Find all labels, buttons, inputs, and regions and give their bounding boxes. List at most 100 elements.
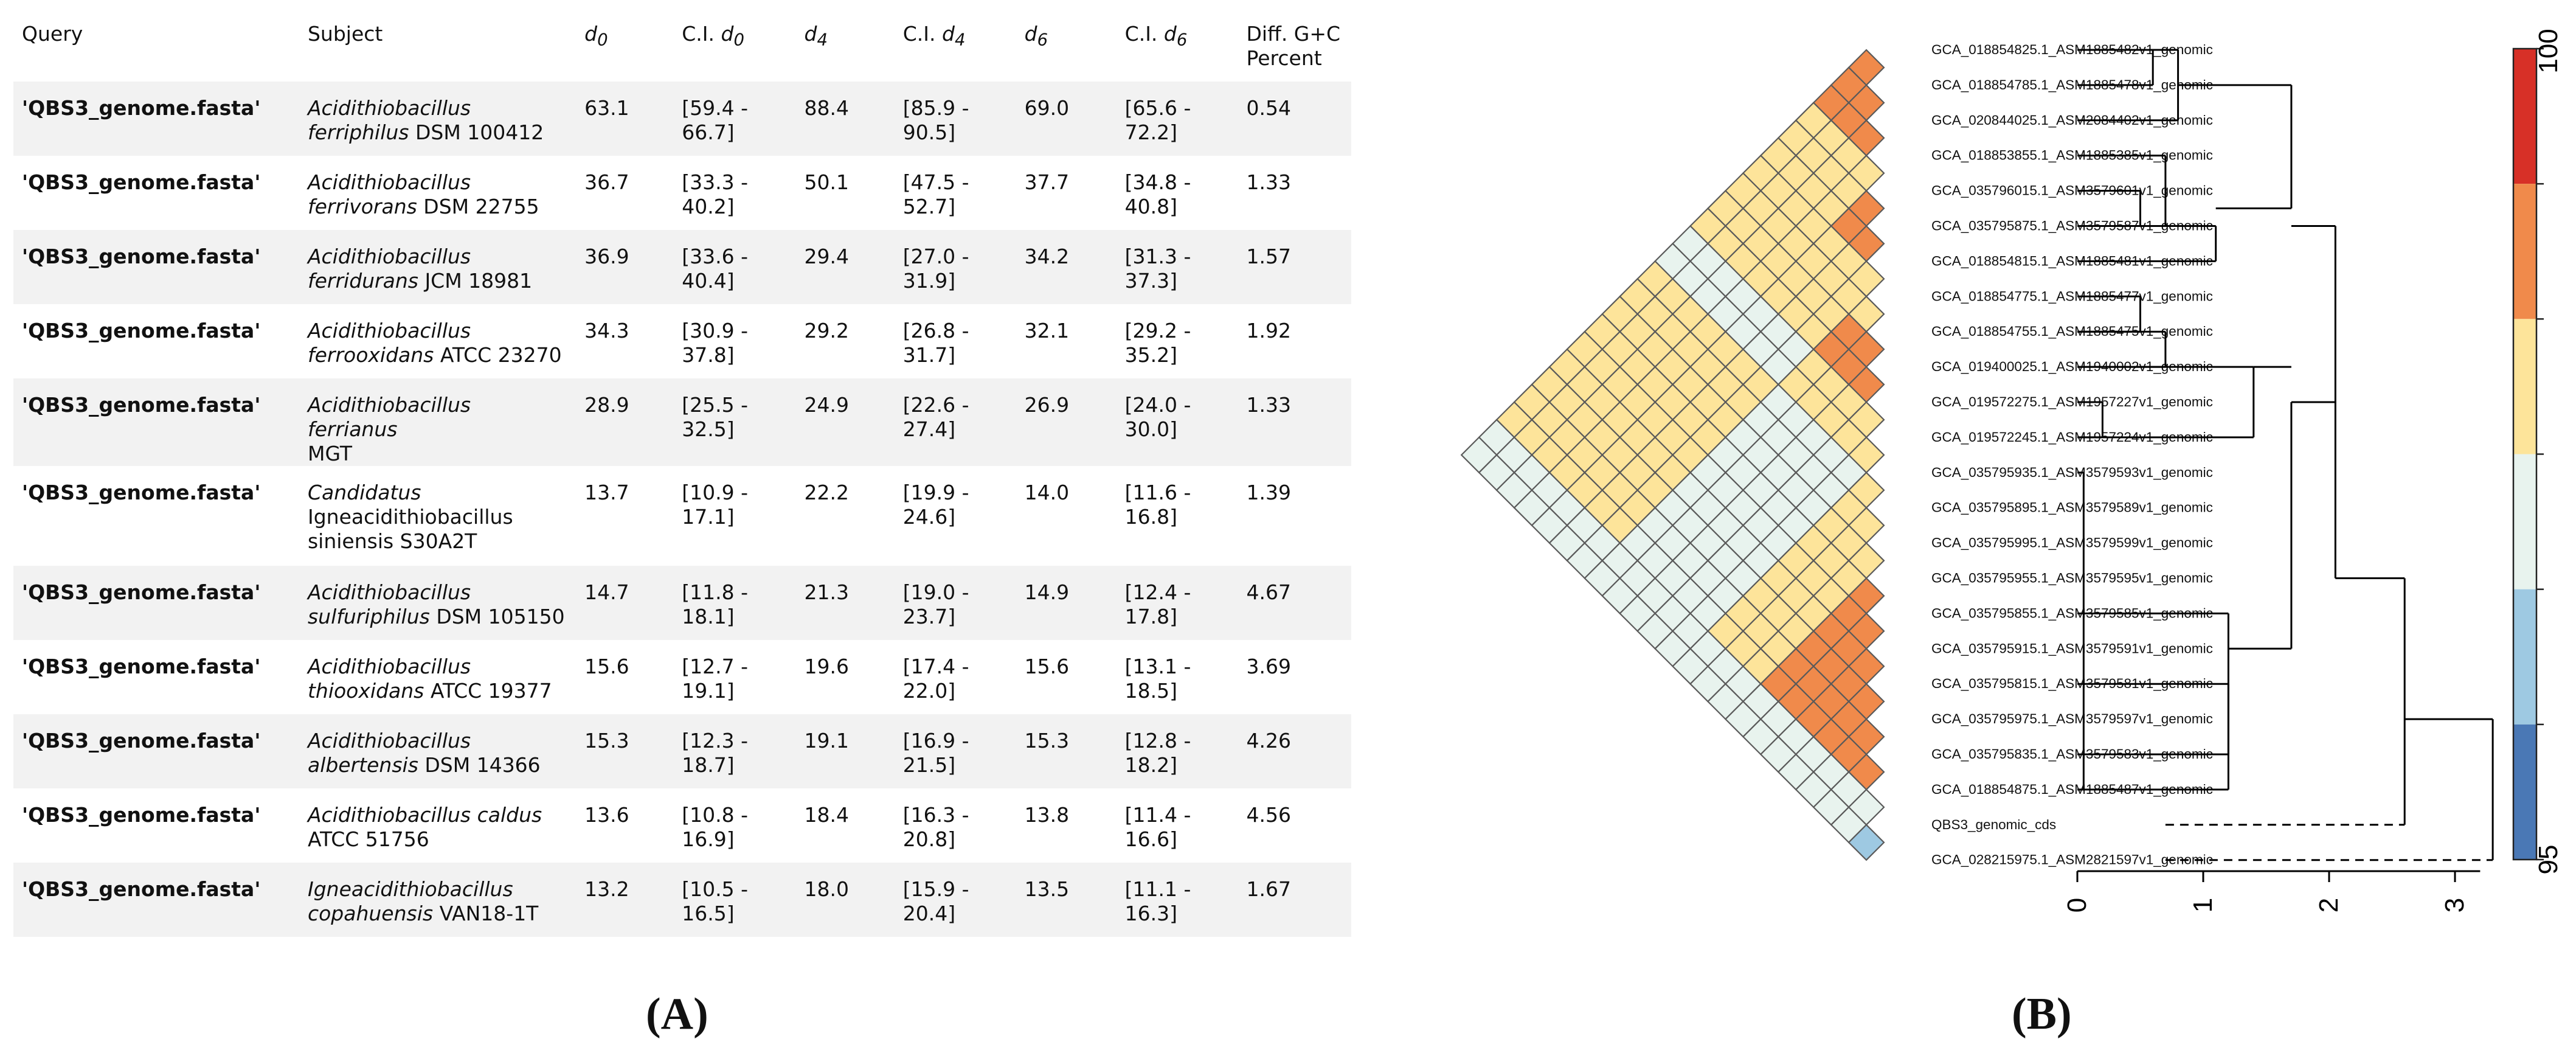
cell-ci-d4: [27.0 -31.9] [902, 245, 969, 293]
cell-d6: 37.7 [1024, 170, 1070, 194]
axis-tick-label: 0 [2062, 898, 2092, 913]
cell-d0: 13.2 [584, 877, 629, 901]
cell-d6: 26.9 [1024, 393, 1070, 417]
cell-ci-d0: [12.3 -18.7] [682, 729, 749, 777]
cell-ci-d6: [11.1 -16.3] [1124, 877, 1191, 925]
header-query: Query [22, 22, 83, 46]
axis-tick-label: 2 [2314, 898, 2344, 913]
cell-ci-d4: [17.4 -22.0] [902, 655, 969, 703]
cell-gc-diff: 1.33 [1246, 170, 1291, 194]
distance-axis: 0 1 2 3 [2062, 870, 2481, 913]
cell-ci-d0: [11.8 -18.1] [682, 580, 749, 628]
cell-ci-d0: [12.7 -19.1] [682, 655, 749, 703]
cell-d4: 29.2 [804, 319, 849, 342]
heatmap-cell [1847, 824, 1885, 861]
cell-ci-d6: [29.2 -35.2] [1124, 319, 1191, 367]
cell-ci-d0: [59.4 -66.7] [682, 96, 749, 144]
cell-d4: 21.3 [804, 580, 849, 604]
cell-subject: Acidithiobacillus ferrooxidans ATCC 23270 [307, 319, 562, 367]
cell-subject: Acidithiobacillus thiooxidans ATCC 19377 [307, 655, 552, 703]
cell-ci-d0: [33.6 -40.4] [682, 245, 749, 293]
genome-label: GCA_035795975.1_ASM3579597v1_genomic [1931, 711, 2213, 726]
cell-d6: 14.9 [1024, 580, 1070, 604]
header-d6: d6 [1024, 22, 1048, 50]
cell-query: 'QBS3_genome.fasta' [22, 96, 261, 120]
cell-subject: Acidithiobacillus ferridurans JCM 18981 [307, 245, 533, 293]
table-row: 'QBS3_genome.fasta' Acidithiobacillus fer… [13, 378, 1351, 466]
genome-label: GCA_018853855.1_ASM1885385v1_genomic [1931, 148, 2213, 163]
panel-a-caption: (A) [646, 989, 708, 1039]
cell-gc-diff: 0.54 [1246, 96, 1291, 120]
cell-ci-d0: [10.8 -16.9] [682, 803, 749, 851]
cell-d0: 63.1 [584, 96, 629, 120]
legend-swatch [2513, 184, 2536, 319]
table-row: 'QBS3_genome.fasta' Acidithiobacillus albe… [13, 714, 1351, 788]
cell-gc-diff: 1.57 [1246, 245, 1291, 268]
cell-ci-d0: [33.3 -40.2] [682, 170, 749, 218]
header-d4: d4 [804, 22, 828, 50]
cell-d6: 32.1 [1024, 319, 1070, 342]
cell-ci-d6: [11.6 -16.8] [1124, 481, 1191, 529]
cell-d0: 13.6 [584, 803, 629, 827]
table-row: 'QBS3_genome.fasta' Acidithiobacillus sulf… [13, 566, 1351, 640]
cell-ci-d4: [26.8 -31.7] [902, 319, 969, 367]
legend-max-label: 100 [2533, 29, 2563, 73]
table-row: 'QBS3_genome.fasta' Acidithiobacillus ferr… [13, 230, 1351, 304]
cell-ci-d4: [47.5 -52.7] [902, 170, 969, 218]
legend-min-label: 95 [2533, 845, 2563, 875]
header-subject: Subject [307, 22, 383, 46]
legend-swatch [2513, 49, 2536, 184]
cell-gc-diff: 3.69 [1246, 655, 1291, 678]
cell-ci-d4: [19.0 -23.7] [902, 580, 969, 628]
legend-swatch [2513, 319, 2536, 454]
cell-subject: Acidithiobacillus ferrivorans DSM 22755 [307, 170, 539, 218]
genome-label: GCA_035795895.1_ASM3579589v1_genomic [1931, 500, 2213, 515]
cell-ci-d6: [13.1 -18.5] [1124, 655, 1191, 703]
header-gc-diff: Diff. G+C Percent [1246, 22, 1341, 70]
cell-d6: 13.5 [1024, 877, 1070, 901]
cell-ci-d6: [31.3 -37.3] [1124, 245, 1191, 293]
cell-d0: 36.9 [584, 245, 629, 268]
cell-ci-d4: [16.3 -20.8] [902, 803, 969, 851]
cell-d4: 29.4 [804, 245, 849, 268]
cell-ci-d4: [22.6 -27.4] [902, 393, 969, 441]
genome-label: GCA_019572275.1_ASM1957227v1_genomic [1931, 394, 2213, 409]
cell-d4: 18.4 [804, 803, 849, 827]
panel-b-caption: (B) [2012, 989, 2072, 1039]
cell-ci-d4: [16.9 -21.5] [902, 729, 969, 777]
table-row: 'QBS3_genome.fasta' Igneacidithiobacillus… [13, 863, 1351, 937]
cell-ci-d4: [19.9 -24.6] [902, 481, 969, 529]
cell-subject: Acidithiobacillus albertensis DSM 14366 [307, 729, 541, 777]
cell-gc-diff: 1.39 [1246, 481, 1291, 504]
cell-gc-diff: 1.33 [1246, 393, 1291, 417]
cell-query: 'QBS3_genome.fasta' [22, 481, 261, 504]
cell-d4: 19.6 [804, 655, 849, 678]
axis-tick-label: 3 [2440, 898, 2470, 913]
cell-subject: Acidithiobacillus caldus ATCC 51756 [307, 803, 542, 851]
cell-gc-diff: 4.56 [1246, 803, 1291, 827]
cell-query: 'QBS3_genome.fasta' [22, 393, 261, 417]
header-ci-d0: C.I. d0 [682, 22, 744, 50]
genome-label: GCA_018854775.1_ASM1885477v1_genomic [1931, 288, 2213, 304]
cell-query: 'QBS3_genome.fasta' [22, 729, 261, 753]
cell-ci-d6: [12.8 -18.2] [1124, 729, 1191, 777]
cell-query: 'QBS3_genome.fasta' [22, 580, 261, 604]
table-row: 'QBS3_genome.fasta' Acidithiobacillus ferr… [13, 304, 1351, 378]
legend-swatch [2513, 454, 2536, 589]
cell-gc-diff: 1.92 [1246, 319, 1291, 342]
color-legend: 100 95 [2512, 29, 2563, 875]
cell-d6: 15.3 [1024, 729, 1070, 753]
cell-d4: 88.4 [804, 96, 849, 120]
cell-ci-d6: [24.0 -30.0] [1124, 393, 1191, 441]
genome-label: GCA_035795995.1_ASM3579599v1_genomic [1931, 535, 2213, 551]
ani-comparison-table: Query Subject d0 C.I. d0 d4 C.I. d4 d6 C… [13, 13, 1351, 937]
genome-label: GCA_035796015.1_ASM3579601v1_genomic [1931, 183, 2213, 198]
panel-a: Query Subject d0 C.I. d0 d4 C.I. d4 d6 C… [13, 13, 1351, 1039]
genome-label: GCA_018854785.1_ASM1885478v1_genomic [1931, 77, 2213, 92]
cell-subject: Candidatus Igneacidithiobacillus siniensis… [307, 481, 513, 553]
cell-d0: 15.6 [584, 655, 629, 678]
cell-ci-d6: [65.6 -72.2] [1124, 96, 1191, 144]
cell-gc-diff: 1.67 [1246, 877, 1291, 901]
cell-d4: 24.9 [804, 393, 849, 417]
cell-ci-d0: [10.5 -16.5] [682, 877, 749, 925]
